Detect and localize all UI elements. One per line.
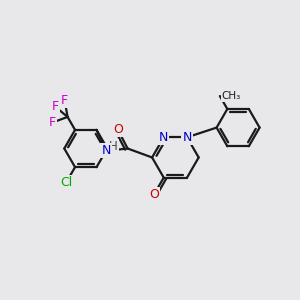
Text: F: F <box>51 100 58 113</box>
Text: N: N <box>101 144 111 158</box>
Text: O: O <box>113 124 123 136</box>
Text: F: F <box>61 94 68 107</box>
Text: Cl: Cl <box>60 176 73 189</box>
Text: H: H <box>109 140 118 153</box>
Text: N: N <box>182 131 192 144</box>
Text: N: N <box>159 131 168 144</box>
Text: F: F <box>49 116 56 129</box>
Text: CH₃: CH₃ <box>221 91 241 101</box>
Text: O: O <box>149 188 159 201</box>
